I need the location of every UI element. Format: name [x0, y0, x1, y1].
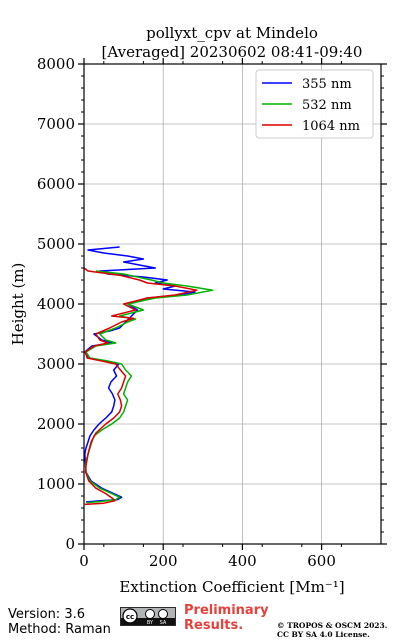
y-tick-label: 1000: [37, 475, 75, 493]
series-line-3: [83, 267, 198, 506]
legend-label-2: 532 nm: [302, 98, 352, 113]
svg-text:SA: SA: [160, 620, 167, 625]
preliminary-results-label: Preliminary Results.: [184, 603, 269, 633]
svg-text:BY: BY: [147, 620, 154, 625]
y-tick-label: 3000: [37, 355, 75, 373]
x-axis-label: Extinction Coefficient [Mm⁻¹]: [119, 578, 344, 596]
legend-box: [255, 69, 374, 139]
grid: [83, 63, 381, 545]
y-tick-label: 4000: [37, 295, 75, 313]
preliminary-line-1: Preliminary: [184, 603, 269, 618]
version-text: Version: 3.6: [8, 607, 85, 622]
svg-text:cc: cc: [126, 613, 134, 621]
legend-label-1: 355 nm: [302, 77, 352, 92]
cc-by-sa-icon: cc BY SA: [120, 607, 176, 626]
x-tick-label: 200: [149, 552, 178, 570]
legend-label-3: 1064 nm: [302, 119, 360, 134]
x-tick-label: 600: [307, 552, 336, 570]
legend: 355 nm 532 nm 1064 nm: [255, 69, 374, 139]
method-text: Method: Raman: [8, 622, 111, 637]
copyright-line-1: © TROPOS & OSCM 2023.: [277, 621, 388, 630]
chart-subtitle: [Averaged] 20230602 08:41-09:40: [102, 43, 363, 61]
y-tick-label: 5000: [37, 235, 75, 253]
y-tick-label: 8000: [37, 55, 75, 73]
x-tick-label: 400: [228, 552, 257, 570]
chart-title: pollyxt_cpv at Mindelo: [146, 24, 318, 42]
y-tick-label: 2000: [37, 415, 75, 433]
copyright-line-2: CC BY SA 4.0 License.: [277, 630, 370, 639]
y-tick-label: 7000: [37, 115, 75, 133]
copyright-notice: © TROPOS & OSCM 2023. CC BY SA 4.0 Licen…: [277, 621, 387, 639]
y-tick-label: 6000: [37, 175, 75, 193]
y-tick-label: 0: [65, 535, 75, 553]
series-group: [83, 246, 214, 506]
x-tick-label: 0: [79, 552, 89, 570]
preliminary-line-2: Results.: [184, 618, 244, 633]
ticks: 0 200 400 600010002000300040005000600070008…: [37, 55, 387, 570]
y-axis-label: Height (m): [9, 263, 27, 346]
